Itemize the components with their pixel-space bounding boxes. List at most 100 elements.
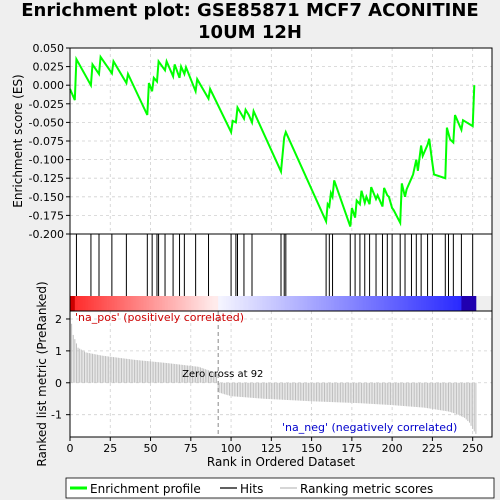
rank-color-cell: [276, 296, 279, 311]
rank-color-cell: [179, 296, 182, 311]
rank-color-cell: [243, 296, 246, 311]
rank-color-cell: [361, 296, 364, 311]
rank-color-cell: [140, 296, 143, 311]
rank-color-cell: [427, 296, 430, 311]
rank-color-cell: [152, 296, 155, 311]
rank-color-cell: [437, 296, 440, 311]
legend: Enrichment profile Hits Ranking metric sco…: [65, 477, 495, 499]
rank-color-cell: [173, 296, 176, 311]
chart-title: Enrichment plot: GSE85871 MCF7 ACONITINE…: [0, 0, 500, 44]
rank-color-cell: [194, 296, 197, 311]
rank-color-cell: [239, 296, 242, 311]
rank-color-cell: [210, 296, 213, 311]
rank-color-cell: [367, 296, 370, 311]
rank-color-cell: [176, 296, 179, 311]
rank-color-cell: [187, 296, 190, 311]
rank-color-cell: [153, 296, 156, 311]
rank-color-cell: [334, 296, 337, 311]
es-y-tick-label: -0.150: [29, 191, 64, 204]
rank-color-cell: [119, 296, 122, 311]
rank-color-cell: [409, 296, 412, 311]
rank-color-cell: [87, 296, 90, 311]
rank-color-cell: [421, 296, 424, 311]
metric-plot-area: [70, 311, 492, 437]
rank-color-cell: [226, 296, 229, 311]
rank-color-cell: [177, 296, 180, 311]
rank-color-cell: [197, 296, 200, 311]
rank-color-cell: [161, 296, 164, 311]
rank-color-cell: [371, 296, 374, 311]
rank-color-cell: [200, 296, 203, 311]
rank-color-cell: [271, 296, 274, 311]
rank-color-cell: [258, 296, 261, 311]
rank-color-cell: [314, 296, 317, 311]
rank-color-cell: [216, 296, 219, 311]
rank-color-cell: [160, 296, 163, 311]
rank-color-cell: [78, 296, 81, 311]
rank-color-cell: [351, 296, 354, 311]
rank-color-cell: [363, 296, 366, 311]
rank-color-cell: [348, 296, 351, 311]
rank-color-cell: [459, 296, 462, 311]
rank-color-cell: [107, 296, 110, 311]
rank-color-cell: [253, 296, 256, 311]
rank-color-cell: [219, 296, 222, 311]
rank-color-cell: [450, 296, 453, 311]
rank-color-cell: [184, 296, 187, 311]
rank-color-cell: [411, 296, 414, 311]
rank-color-cell: [454, 296, 457, 311]
rank-color-cell: [469, 296, 472, 311]
rank-color-cell: [118, 296, 121, 311]
rank-color-cell: [213, 296, 216, 311]
rank-color-cell: [192, 296, 195, 311]
rank-color-cell: [100, 296, 103, 311]
rank-color-cell: [168, 296, 171, 311]
rank-color-cell: [132, 296, 135, 311]
rank-color-cell: [223, 296, 226, 311]
rank-color-cell: [308, 296, 311, 311]
x-tick-label: 150: [301, 442, 322, 455]
rank-color-cell: [165, 296, 168, 311]
rank-color-cell: [202, 296, 205, 311]
rank-color-cell: [385, 296, 388, 311]
rank-color-cell: [105, 296, 108, 311]
rank-color-cell: [342, 296, 345, 311]
rank-color-cell: [422, 296, 425, 311]
x-tick-label: 200: [382, 442, 403, 455]
rank-color-cell: [229, 296, 232, 311]
rank-color-cell: [424, 296, 427, 311]
rank-color-cell: [435, 296, 438, 311]
rank-color-cell: [145, 296, 148, 311]
es-y-tick-label: 0.000: [33, 79, 65, 92]
rank-color-cell: [305, 296, 308, 311]
rank-color-cell: [234, 296, 237, 311]
rank-color-cell: [356, 296, 359, 311]
negative-label: 'na_neg' (negatively correlated): [282, 421, 457, 434]
es-y-tick-label: -0.200: [29, 228, 64, 241]
rank-color-cell: [84, 296, 87, 311]
rank-color-cell: [340, 296, 343, 311]
rank-color-cell: [414, 296, 417, 311]
rank-color-cell: [256, 296, 259, 311]
legend-label: Hits: [240, 482, 263, 496]
rank-color-cell: [306, 296, 309, 311]
rank-color-cell: [190, 296, 193, 311]
rank-color-cell: [398, 296, 401, 311]
rank-color-cell: [321, 296, 324, 311]
rank-color-cell: [198, 296, 201, 311]
rank-color-cell: [396, 296, 399, 311]
rank-color-cell: [326, 296, 329, 311]
rank-color-cell: [337, 296, 340, 311]
rank-color-cell: [268, 296, 271, 311]
rank-color-cell: [281, 296, 284, 311]
rank-color-cell: [379, 296, 382, 311]
es-y-tick-label: -0.100: [29, 154, 64, 167]
rank-color-cell: [169, 296, 172, 311]
rank-color-cell: [440, 296, 443, 311]
rank-color-cell: [380, 296, 383, 311]
rank-color-cell: [388, 296, 391, 311]
rank-color-cell: [285, 296, 288, 311]
rank-color-cell: [279, 296, 282, 311]
rank-color-cell: [295, 296, 298, 311]
